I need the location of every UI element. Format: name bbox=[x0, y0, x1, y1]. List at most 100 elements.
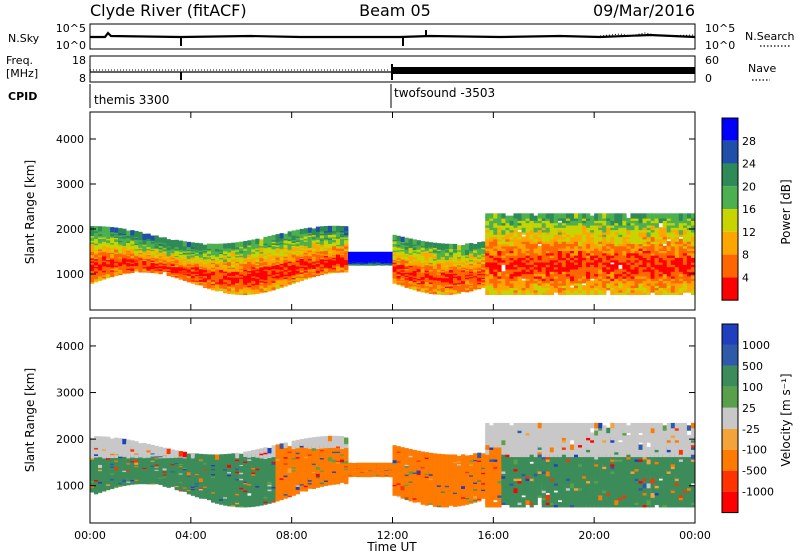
echo-cell bbox=[465, 257, 470, 264]
echo-cell bbox=[392, 234, 397, 241]
echo-cell bbox=[461, 249, 466, 255]
echo-cell bbox=[323, 261, 329, 267]
echo-cell bbox=[420, 240, 425, 247]
echo-cell bbox=[348, 251, 353, 258]
echo-cell bbox=[666, 213, 671, 219]
echo-cell bbox=[505, 255, 510, 261]
echo-cell bbox=[267, 277, 272, 283]
echo-cell bbox=[259, 268, 264, 274]
echo-cell bbox=[295, 229, 300, 235]
echo-cell bbox=[94, 233, 99, 240]
echo-cell bbox=[267, 264, 272, 271]
echo-cell bbox=[457, 245, 462, 251]
echo-cell bbox=[271, 235, 276, 241]
echo-cell bbox=[311, 255, 317, 261]
echo-cell bbox=[287, 231, 292, 237]
echo-cell bbox=[299, 258, 304, 264]
echo-cell bbox=[122, 471, 127, 478]
echo-cell bbox=[223, 246, 228, 252]
echo-cell bbox=[356, 251, 361, 258]
echo-cell bbox=[469, 243, 474, 249]
echo-cell bbox=[622, 255, 627, 261]
echo-cell bbox=[448, 259, 454, 265]
echo-cell bbox=[114, 464, 119, 471]
cpid-row: CPID themis 3300 twofsound -3503 bbox=[8, 84, 495, 108]
echo-cell bbox=[263, 236, 268, 243]
echo-cell bbox=[682, 213, 688, 219]
echo-cell bbox=[525, 243, 530, 249]
echo-cell bbox=[98, 268, 103, 274]
echo-cell bbox=[134, 230, 139, 237]
echo-cell bbox=[485, 213, 490, 219]
echo-cell bbox=[618, 238, 623, 245]
echo-cell bbox=[90, 480, 95, 486]
echo-cell bbox=[525, 213, 530, 219]
echo-cell bbox=[582, 252, 587, 258]
echo-cell bbox=[243, 269, 248, 275]
echo-cell bbox=[275, 234, 280, 240]
echo-cell bbox=[521, 213, 526, 219]
echo-cell bbox=[678, 252, 684, 258]
echo-cell bbox=[529, 252, 534, 258]
echo-cell bbox=[658, 227, 663, 233]
echo-cell bbox=[638, 231, 643, 238]
echo-cell bbox=[408, 238, 413, 244]
echo-cell bbox=[489, 213, 494, 219]
echo-cell bbox=[106, 226, 111, 232]
echo-cell bbox=[392, 238, 397, 245]
echo-cell bbox=[662, 245, 667, 251]
echo-cell bbox=[453, 243, 458, 250]
echo-cell bbox=[582, 261, 587, 268]
echo-cell bbox=[243, 240, 248, 247]
echo-cell bbox=[630, 229, 635, 235]
echo-cell bbox=[202, 244, 208, 250]
echo-cell bbox=[247, 285, 252, 291]
echo-cell bbox=[432, 253, 438, 260]
echo-cell bbox=[465, 255, 470, 261]
echo-cell bbox=[182, 273, 187, 279]
echo-cell bbox=[436, 243, 442, 249]
echo-cell bbox=[162, 237, 167, 243]
echo-cell bbox=[678, 257, 684, 263]
echo-cell bbox=[243, 288, 248, 294]
echo-cell bbox=[650, 213, 655, 219]
echo-cell bbox=[525, 231, 530, 238]
echo-cell bbox=[110, 227, 115, 233]
echo-cell bbox=[553, 213, 559, 219]
echo-cell bbox=[303, 228, 308, 234]
echo-cell bbox=[279, 233, 284, 239]
echo-cell bbox=[553, 229, 559, 235]
echo-cell bbox=[521, 280, 526, 286]
echo-cell bbox=[198, 243, 204, 249]
echo-cell bbox=[319, 239, 325, 245]
echo-cell bbox=[106, 264, 111, 270]
echo-cell bbox=[610, 264, 615, 270]
echo-cell bbox=[497, 213, 502, 219]
echo-cell bbox=[521, 220, 526, 226]
echo-cell bbox=[654, 213, 659, 219]
echo-cell bbox=[110, 252, 115, 259]
echo-cell bbox=[545, 289, 550, 295]
colorbar-tick-label: 16 bbox=[742, 203, 756, 216]
echo-cell bbox=[586, 257, 591, 263]
echo-cell bbox=[610, 229, 615, 235]
echo-cell bbox=[662, 266, 667, 272]
echo-cell bbox=[586, 213, 591, 219]
echo-cell bbox=[114, 227, 119, 233]
echo-cell bbox=[102, 259, 107, 266]
echo-cell bbox=[666, 241, 671, 247]
echo-cell bbox=[634, 282, 639, 289]
echo-cell bbox=[690, 252, 696, 258]
echo-cell bbox=[529, 229, 534, 235]
echo-cell bbox=[650, 257, 655, 263]
echo-cell bbox=[420, 267, 425, 273]
echo-cell bbox=[251, 283, 256, 289]
echo-cell bbox=[440, 272, 446, 279]
echo-cell bbox=[396, 266, 401, 272]
echo-cell bbox=[509, 215, 514, 221]
echo-cell bbox=[610, 213, 615, 219]
nsky-tick-bottom: 10^0 bbox=[56, 39, 86, 52]
echo-cell bbox=[561, 252, 567, 258]
echo-cell bbox=[114, 265, 119, 271]
echo-cell bbox=[436, 264, 442, 270]
